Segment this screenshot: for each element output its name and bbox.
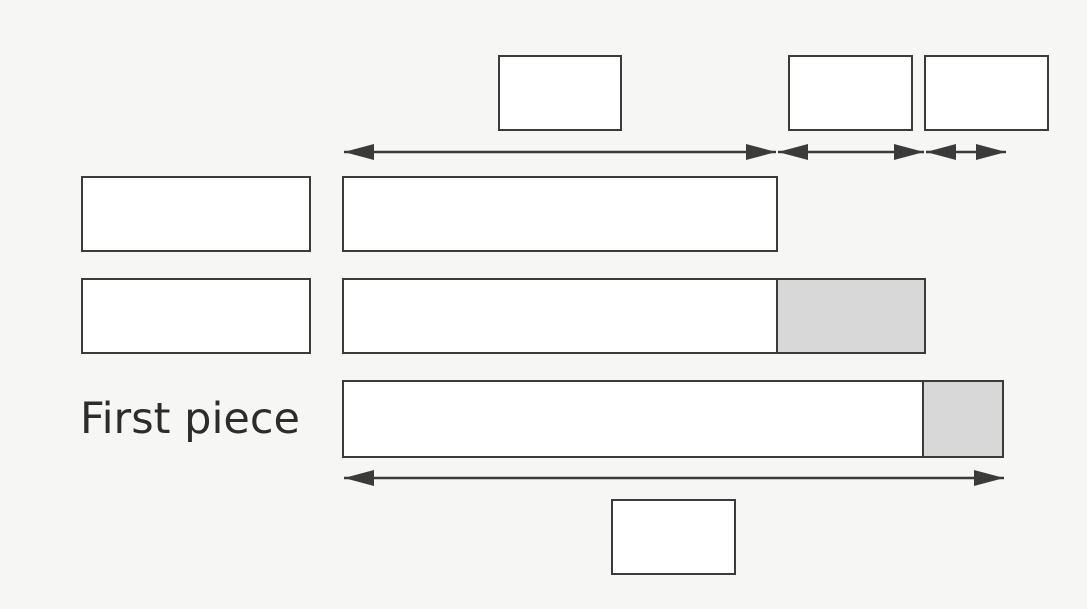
diagram-canvas: First piece — [0, 0, 1087, 609]
dimension-arrows — [0, 0, 1087, 609]
